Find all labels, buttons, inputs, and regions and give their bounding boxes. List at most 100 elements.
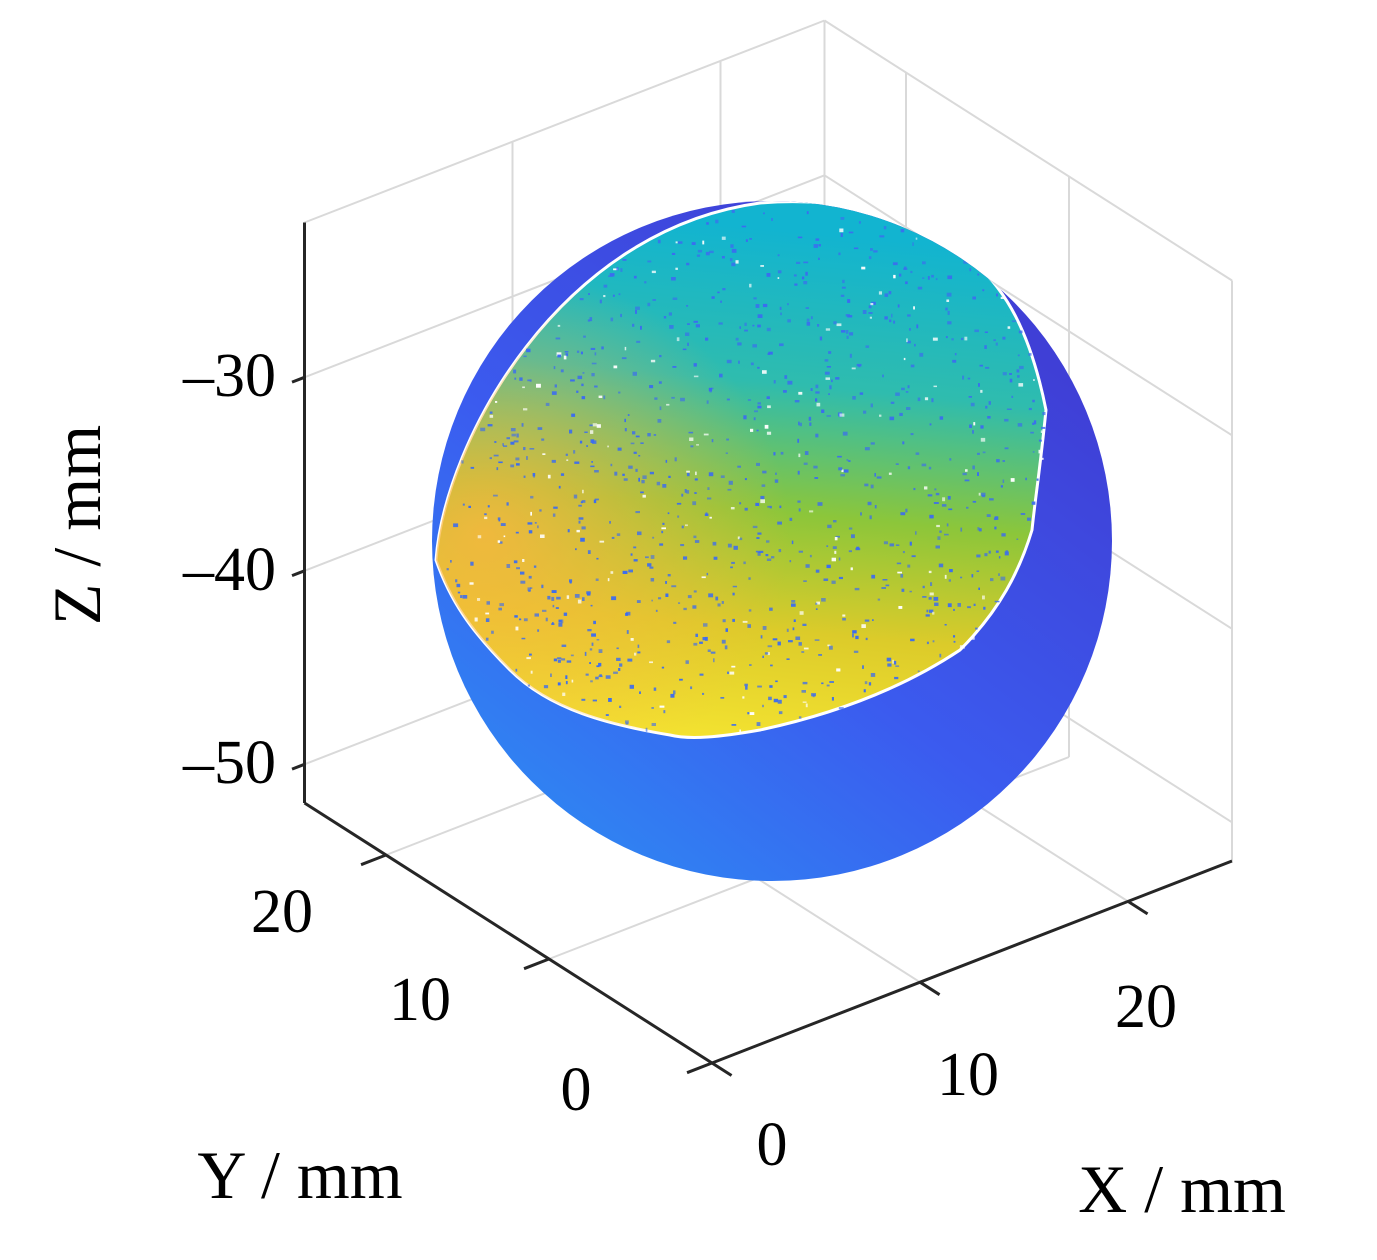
speckle-point: [573, 450, 576, 454]
speckle-point: [576, 390, 579, 393]
speckle-point: [547, 474, 551, 479]
speckle-point: [690, 445, 694, 448]
speckle-point: [756, 429, 759, 432]
speckle-point: [556, 352, 562, 357]
speckle-point: [563, 355, 567, 360]
speckle-point: [523, 408, 528, 411]
speckle-point: [939, 416, 944, 420]
speckle-point: [596, 665, 600, 668]
speckle-point: [858, 221, 861, 224]
speckle-point: [829, 681, 834, 683]
speckle-point: [754, 410, 758, 413]
speckle-point: [780, 312, 782, 316]
speckle-point: [1005, 550, 1008, 553]
speckle-point: [610, 463, 613, 467]
speckle-point: [906, 338, 908, 343]
speckle-point: [766, 327, 771, 332]
speckle-point: [756, 462, 760, 466]
speckle-point: [1011, 395, 1014, 398]
speckle-point: [775, 472, 777, 475]
speckle-point: [779, 306, 782, 310]
speckle-point: [852, 630, 857, 634]
speckle-point: [810, 388, 813, 391]
speckle-point: [902, 441, 905, 445]
speckle-point: [1033, 420, 1037, 425]
speckle-point: [834, 550, 837, 554]
speckle-point: [951, 338, 954, 341]
speckle-point: [545, 617, 548, 622]
speckle-point: [763, 212, 765, 215]
speckle-point: [497, 517, 501, 521]
speckle-point: [721, 236, 726, 240]
speckle-point: [608, 698, 612, 702]
speckle-point: [762, 370, 767, 374]
speckle-point: [521, 637, 526, 640]
speckle-point: [624, 418, 626, 423]
speckle-point: [703, 433, 709, 436]
speckle-point: [998, 573, 1000, 576]
speckle-point: [868, 305, 872, 309]
speckle-point: [780, 451, 784, 455]
speckle-point: [1042, 412, 1046, 416]
speckle-point: [893, 660, 897, 665]
speckle-point: [577, 599, 582, 604]
speckle-point: [855, 635, 859, 640]
speckle-point: [574, 594, 580, 598]
speckle-point: [469, 582, 474, 585]
speckle-point: [922, 231, 925, 234]
speckle-point: [589, 662, 591, 664]
speckle-point: [815, 608, 818, 610]
speckle-point: [470, 561, 474, 566]
y-axis-line: [303, 801, 713, 1065]
speckle-point: [580, 537, 585, 542]
speckle-point: [702, 692, 705, 695]
speckle-point: [617, 447, 622, 451]
speckle-point: [813, 465, 818, 469]
speckle-point: [497, 540, 501, 543]
speckle-point: [695, 633, 698, 637]
speckle-point: [947, 603, 952, 608]
speckle-point: [731, 724, 737, 726]
speckle-point: [691, 242, 696, 245]
speckle-point: [768, 351, 773, 355]
speckle-point: [585, 673, 589, 676]
speckle-point: [717, 291, 720, 294]
speckle-point: [703, 623, 708, 627]
speckle-point: [683, 607, 687, 611]
speckle-point: [970, 402, 975, 407]
speckle-point: [815, 391, 820, 394]
speckle-point: [827, 644, 831, 647]
speckle-point: [498, 607, 502, 611]
speckle-point: [552, 513, 556, 517]
speckle-point: [526, 456, 528, 460]
speckle-point: [584, 651, 587, 656]
speckle-point: [973, 603, 976, 606]
speckle-point: [686, 305, 689, 307]
speckle-point: [719, 373, 723, 378]
speckle-point: [757, 314, 763, 318]
speckle-point: [668, 475, 671, 478]
speckle-point: [884, 316, 888, 320]
speckle-point: [744, 683, 748, 687]
speckle-point: [735, 260, 739, 264]
speckle-point: [707, 649, 711, 652]
speckle-point: [711, 439, 714, 443]
speckle-point: [980, 437, 986, 442]
speckle-point: [901, 387, 905, 391]
speckle-point: [553, 658, 558, 662]
speckle-point: [831, 379, 833, 383]
speckle-point: [815, 569, 820, 573]
speckle-point: [798, 421, 800, 426]
speckle-point: [919, 352, 924, 357]
speckle-point: [537, 427, 543, 430]
speckle-point: [1031, 501, 1036, 505]
speckle-point: [595, 676, 599, 680]
speckle-point: [787, 380, 793, 385]
speckle-point: [542, 609, 547, 612]
speckle-point: [659, 355, 662, 358]
speckle-point: [627, 658, 633, 662]
speckle-point: [980, 389, 983, 393]
speckle-point: [612, 294, 615, 297]
speckle-point: [762, 704, 764, 708]
speckle-point: [864, 483, 869, 487]
